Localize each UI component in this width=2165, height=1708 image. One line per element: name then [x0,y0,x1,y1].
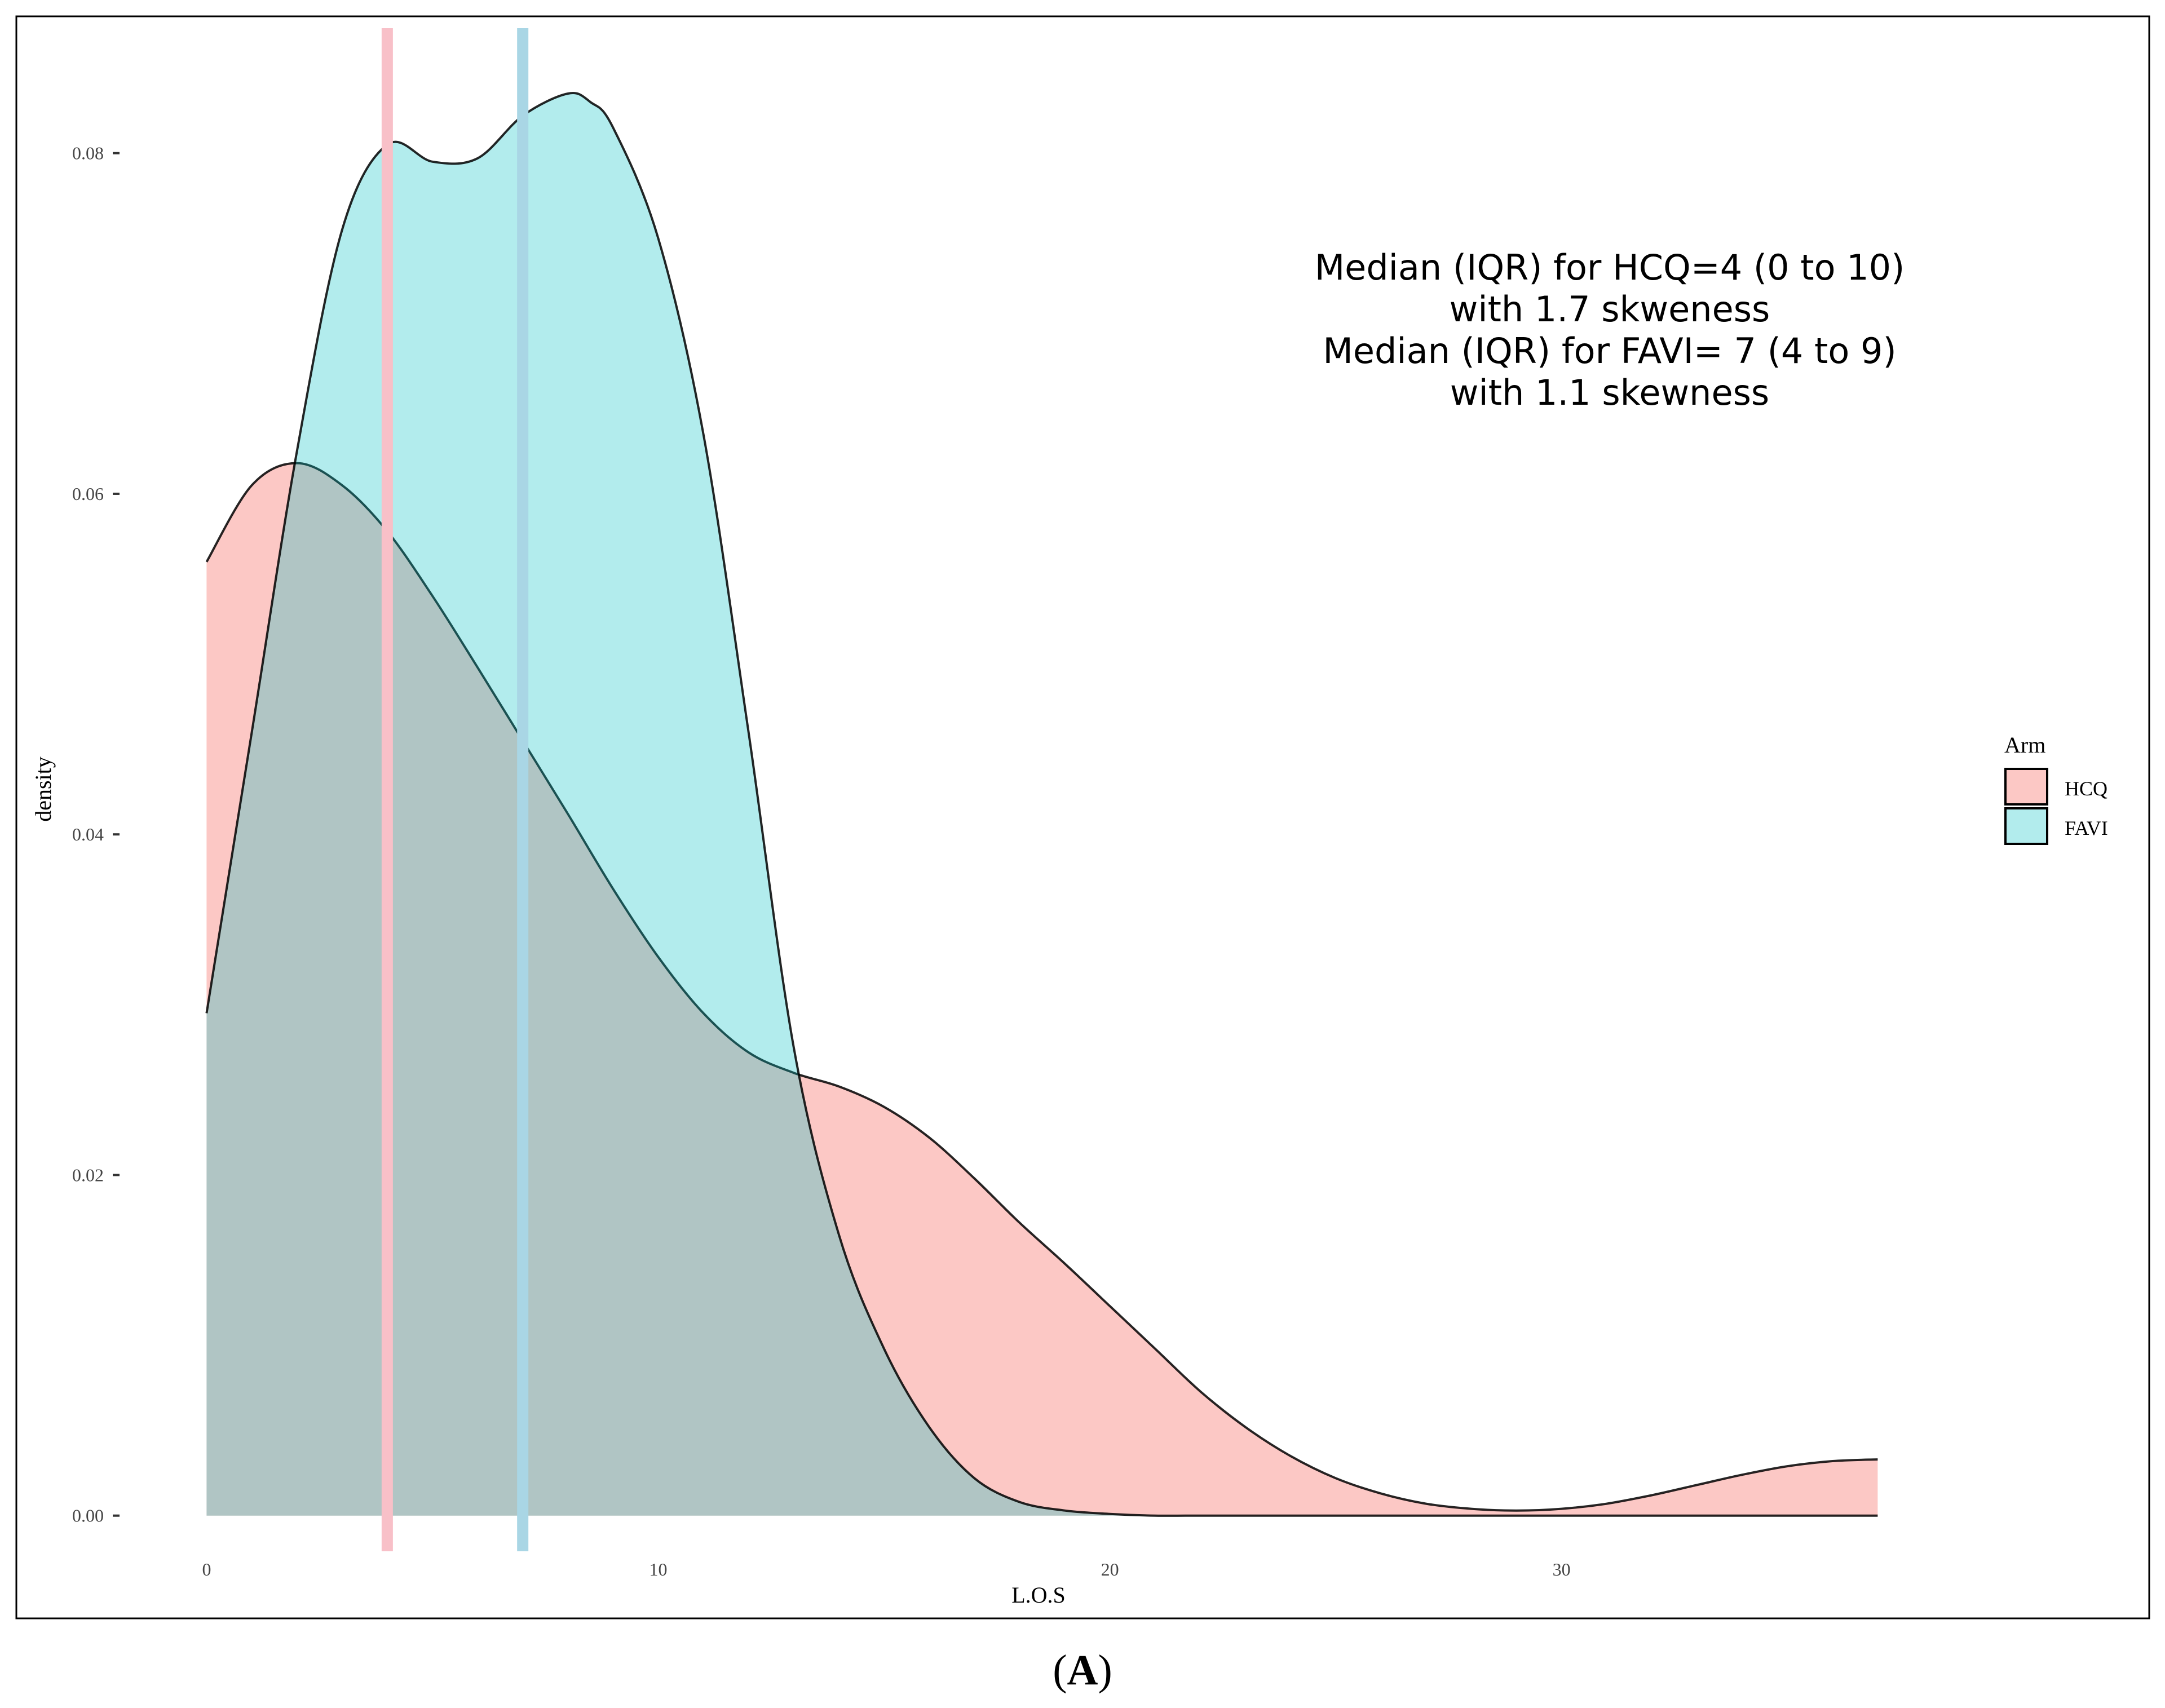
legend-swatch-favi [2004,807,2048,845]
legend-swatch-hcq [2004,768,2048,806]
plot-border [15,15,2150,1619]
x-axis-label: L.O.S [1011,1582,1066,1608]
density-area-hcq [206,463,1878,1516]
annotation-line: with 1.7 skweness [1450,289,1770,330]
x-tick-label: 0 [202,1559,211,1579]
annotation-line: Median (IQR) for HCQ=4 (0 to 10) [1315,247,1905,288]
y-axis-label: density [30,756,56,822]
annotation-line: with 1.1 skewness [1450,372,1769,413]
density-chart: 0.00 0.02 0.04 0.06 0.08 0 10 20 30 L.O.S densit… [15,15,2150,1619]
x-tick-label: 10 [650,1559,668,1579]
legend-label-favi: FAVI [2065,817,2108,839]
density-area-favi [206,92,1878,1516]
y-tick-label: 0.08 [72,143,104,163]
x-tick-label: 30 [1553,1559,1571,1579]
annotation-line: Median (IQR) for FAVI= 7 (4 to 9) [1323,330,1896,371]
y-tick-label: 0.02 [72,1165,104,1185]
median-layer [381,28,529,1551]
axis-layer: 0.00 0.02 0.04 0.06 0.08 0 10 20 30 [72,143,1571,1579]
y-tick-label: 0.06 [72,484,104,504]
y-tick-label: 0.00 [72,1506,104,1526]
x-tick-label: 20 [1101,1559,1119,1579]
panel-label-close: ) [1098,1647,1112,1694]
legend-label-hcq: HCQ [2065,777,2107,800]
density-curve-hcq [205,462,1878,1512]
panel-label: (A) [0,1646,2165,1695]
legend-title: Arm [2004,732,2045,758]
y-tick-label: 0.04 [72,824,104,844]
legend: Arm HCQ FAVI [2004,732,2108,845]
panel-label-letter: A [1067,1647,1098,1694]
annotation: Median (IQR) for HCQ=4 (0 to 10) with 1.… [1315,247,1905,413]
panel-label-open: ( [1053,1647,1067,1694]
